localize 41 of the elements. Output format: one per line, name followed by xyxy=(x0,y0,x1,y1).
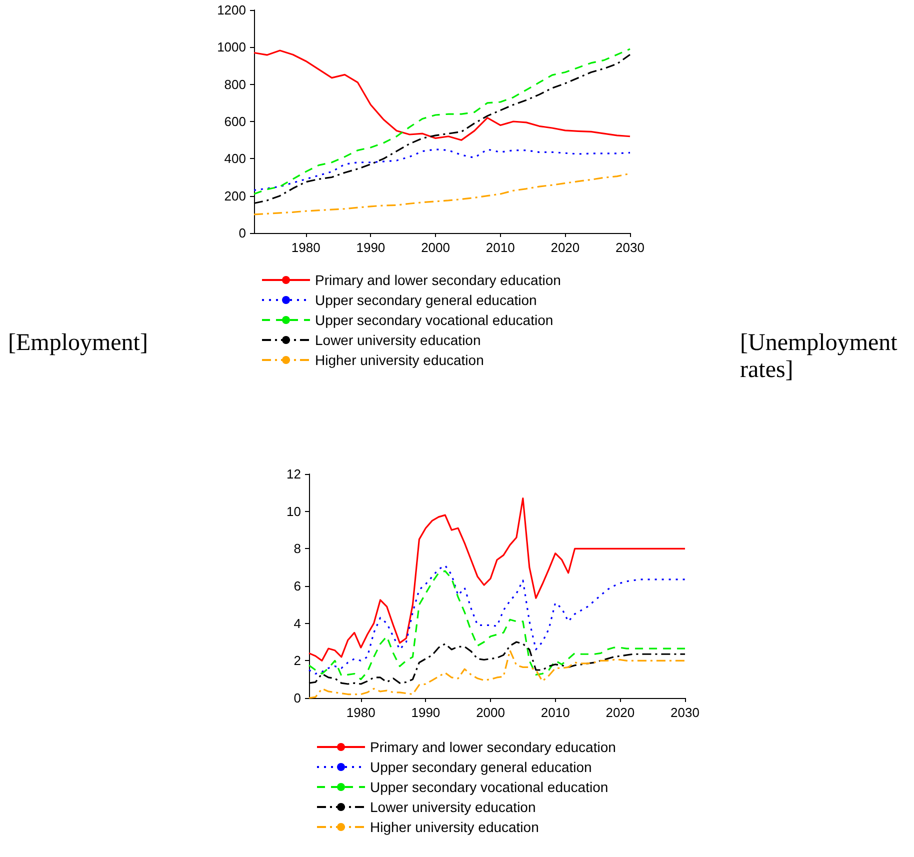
legend-label: Upper secondary general education xyxy=(370,759,592,775)
legend-label: Upper secondary general education xyxy=(315,292,537,308)
x-tick-label: 2000 xyxy=(476,705,505,720)
x-tick-label: 2020 xyxy=(550,240,580,255)
text: [Unemployment rates] xyxy=(740,330,898,384)
legend-label: Higher university education xyxy=(370,819,539,835)
y-tick-label: 1200 xyxy=(217,2,246,18)
y-tick-label: 2 xyxy=(294,653,301,668)
y-tick-label: 10 xyxy=(286,504,301,519)
legend-label: Lower university education xyxy=(370,799,536,815)
x-tick-label: 2000 xyxy=(421,240,450,255)
legend-label: Higher university education xyxy=(315,352,484,368)
line-series xyxy=(308,497,686,662)
y-tick-label: 8 xyxy=(294,541,301,556)
y-tick-label: 4 xyxy=(294,616,301,631)
y-tick-label: 600 xyxy=(224,114,246,129)
y-tick-label: 12 xyxy=(286,466,301,482)
legend-label: Upper secondary vocational education xyxy=(315,312,554,328)
legend-label: Upper secondary vocational education xyxy=(370,779,608,795)
y-tick-label: 200 xyxy=(224,188,246,204)
y-tick-label: 1000 xyxy=(217,40,246,55)
x-tick-label: 1990 xyxy=(411,705,440,720)
x-tick-label: 2010 xyxy=(486,240,515,255)
x-tick-label: 1990 xyxy=(356,240,386,255)
y-tick-label: 0 xyxy=(238,226,246,240)
y-tick-label: 800 xyxy=(224,76,246,92)
line-series xyxy=(253,50,631,141)
x-tick-label: 2020 xyxy=(606,705,635,720)
text: [Employment] xyxy=(8,330,148,357)
x-tick-label: 2030 xyxy=(616,240,644,255)
legend-label: Primary and lower secondary education xyxy=(315,272,561,288)
line-series xyxy=(253,148,631,192)
y-tick-label: 6 xyxy=(294,578,301,594)
y-tick-label: 400 xyxy=(224,151,246,166)
x-tick-label: 1980 xyxy=(291,240,320,255)
legend-label: Primary and lower secondary education xyxy=(370,739,616,755)
x-tick-label: 2010 xyxy=(540,705,570,720)
legend-label: Lower university education xyxy=(315,332,481,348)
x-tick-label: 1980 xyxy=(346,705,376,720)
x-tick-label: 2030 xyxy=(670,705,700,720)
y-tick-label: 0 xyxy=(294,690,301,706)
